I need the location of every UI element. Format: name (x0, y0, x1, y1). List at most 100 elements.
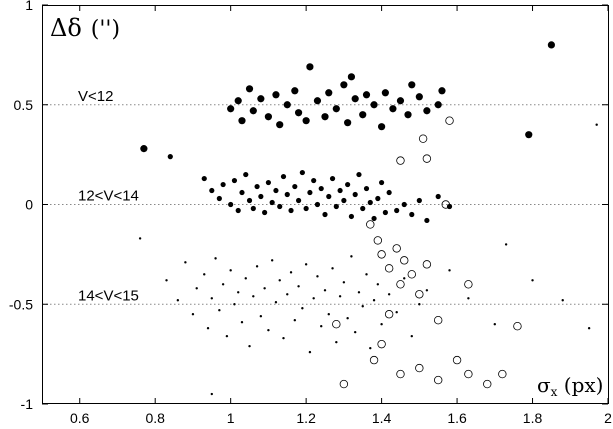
point-large-filled-circle (325, 89, 333, 97)
point-small-dot (425, 289, 429, 292)
point-large-filled-circle (547, 41, 556, 49)
point-small-dot (380, 323, 383, 326)
point-large-filled-circle (245, 85, 254, 93)
point-small-dot (331, 267, 334, 270)
point-small-dot (293, 319, 297, 322)
point-small-dot (308, 350, 312, 354)
point-filled-circle (269, 199, 275, 206)
point-filled-circle (220, 181, 226, 188)
y-tick-label: 1 (25, 0, 33, 13)
point-large-filled-circle (249, 107, 257, 115)
point-small-dot (286, 293, 289, 296)
point-small-dot (372, 299, 376, 302)
point-open-circle (464, 280, 473, 289)
point-filled-circle (167, 154, 173, 160)
axis-ticks: 0.6 0.8 1 1.2 1.4 1.6 1.8 2 1 0.5 0 -0.5 -1 (9, 0, 612, 426)
point-small-dot (304, 263, 308, 266)
point-small-dot (361, 305, 364, 308)
point-filled-circle (356, 171, 362, 178)
point-filled-circle (273, 187, 279, 194)
point-large-filled-circle (351, 95, 359, 103)
point-small-dot (252, 295, 255, 298)
point-open-circle (366, 220, 375, 229)
point-small-dot (418, 303, 421, 306)
point-large-filled-circle (238, 117, 246, 125)
point-small-dot (338, 295, 342, 298)
point-filled-circle (409, 211, 415, 218)
point-large-filled-circle (370, 101, 378, 109)
point-open-circle (483, 379, 492, 389)
point-filled-circle (228, 201, 234, 208)
point-filled-circle (258, 193, 264, 200)
x-tick-label: 0.6 (70, 410, 90, 426)
point-filled-circle (292, 183, 298, 190)
point-filled-circle (424, 217, 430, 224)
point-large-filled-circle (227, 105, 235, 113)
point-filled-circle (329, 175, 336, 182)
point-large-filled-circle (313, 97, 322, 105)
point-small-dot (587, 326, 591, 330)
point-large-filled-circle (381, 89, 389, 97)
point-small-dot (353, 330, 357, 334)
point-large-filled-circle (283, 101, 291, 109)
point-small-dot (263, 287, 266, 290)
point-filled-circle (337, 187, 343, 194)
point-large-filled-circle (257, 95, 265, 103)
reference-lines (42, 104, 608, 305)
x-tick-label: 0.8 (145, 410, 165, 426)
point-small-dot (248, 344, 251, 348)
y-tick-label: 0 (25, 197, 33, 213)
point-open-circle (513, 321, 522, 331)
point-large-filled-circle (276, 121, 284, 129)
point-filled-circle (235, 207, 241, 214)
point-large-filled-circle (234, 97, 242, 105)
point-filled-circle (371, 215, 377, 222)
point-small-dot (297, 285, 300, 288)
y-tick-label: 0.5 (14, 97, 34, 113)
y-tick-label: -1 (21, 396, 34, 412)
point-open-circle (415, 363, 424, 373)
point-filled-circle (307, 189, 313, 196)
point-large-filled-circle (362, 91, 371, 99)
band-label: 14<V<15 (78, 287, 139, 304)
point-open-circle (384, 310, 394, 319)
point-small-dot (206, 326, 210, 330)
point-filled-circle (209, 187, 215, 194)
point-open-circle (339, 379, 349, 389)
point-large-filled-circle (272, 91, 280, 99)
point-filled-circle (352, 191, 358, 198)
arcsec-unit: ('') (84, 17, 120, 42)
point-large-filled-circle (408, 81, 416, 89)
point-large-filled-circle (347, 73, 356, 81)
point-small-dot (165, 279, 168, 282)
point-filled-circle (201, 175, 207, 182)
point-open-circle (422, 260, 432, 269)
point-filled-circle (311, 177, 317, 184)
point-small-dot (210, 297, 213, 300)
point-small-dot (184, 261, 187, 264)
point-large-filled-circle (321, 113, 329, 121)
point-open-circle (377, 339, 386, 349)
point-filled-circle (333, 203, 339, 210)
x-subscript: x (551, 385, 558, 399)
point-filled-circle (341, 197, 347, 204)
point-filled-circle (299, 169, 305, 176)
point-filled-circle (394, 207, 400, 214)
point-small-dot (176, 299, 180, 302)
point-filled-circle (277, 203, 283, 210)
point-small-dot (267, 328, 270, 332)
point-large-filled-circle (396, 97, 405, 105)
point-small-dot (395, 311, 398, 314)
x-tick-label: 1.4 (372, 410, 392, 426)
point-large-filled-circle (291, 87, 299, 95)
point-open-circle (434, 375, 443, 385)
point-small-dot (357, 291, 361, 294)
point-small-dot (240, 321, 244, 324)
point-large-filled-circle (140, 145, 148, 153)
point-filled-circle (345, 181, 351, 188)
point-open-circle (498, 369, 507, 379)
point-small-dot (233, 303, 236, 306)
point-filled-circle (360, 205, 366, 212)
delta-symbol: Δδ (50, 14, 82, 42)
y-tick-label: -0.5 (9, 296, 33, 312)
